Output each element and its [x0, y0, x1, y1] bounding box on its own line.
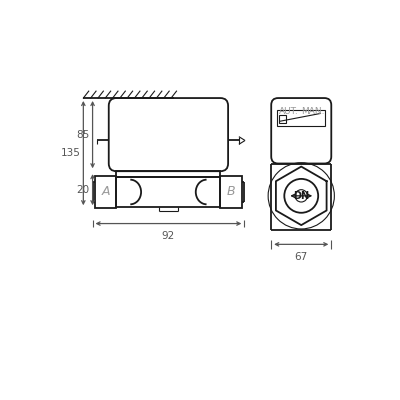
- Text: 20: 20: [76, 185, 90, 195]
- Text: B: B: [227, 186, 236, 198]
- Text: MAN.: MAN.: [302, 108, 325, 116]
- Bar: [116, 177, 220, 207]
- Text: 135: 135: [60, 148, 80, 158]
- Bar: [277, 110, 325, 126]
- Text: 67: 67: [295, 252, 308, 262]
- Bar: [95, 176, 116, 208]
- Text: AUT.: AUT.: [279, 108, 299, 116]
- Text: 85: 85: [76, 130, 90, 140]
- Text: 92: 92: [162, 231, 175, 241]
- Text: DN: DN: [293, 191, 309, 201]
- Text: A: A: [102, 186, 110, 198]
- Bar: [220, 176, 242, 208]
- Bar: [116, 171, 220, 177]
- Bar: [279, 115, 286, 124]
